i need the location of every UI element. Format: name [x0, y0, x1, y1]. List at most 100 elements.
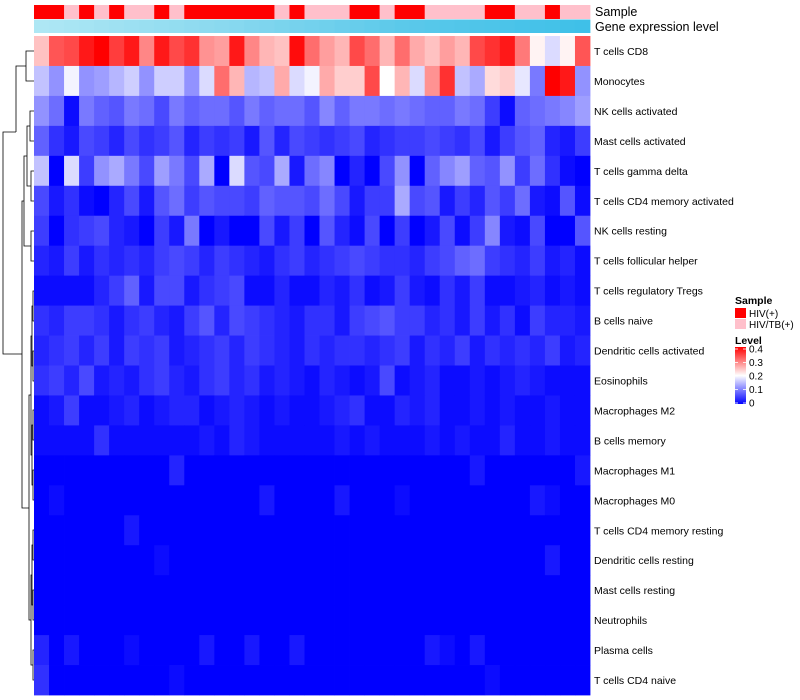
- level-tick-label: 0.1: [749, 385, 763, 396]
- heatmap-cell: [139, 305, 155, 336]
- heatmap-cell: [574, 36, 591, 67]
- heatmap-cell: [154, 155, 170, 187]
- heatmap-cell: [304, 515, 320, 546]
- heatmap-cell: [529, 665, 546, 696]
- heatmap-cell: [169, 36, 185, 67]
- heatmap-cell: [499, 65, 516, 97]
- heatmap-cell: [199, 155, 215, 187]
- heatmap-cell: [214, 635, 230, 666]
- heatmap-cell: [289, 455, 305, 486]
- gene-annotation-cell: [334, 19, 350, 33]
- heatmap-cell: [424, 95, 441, 127]
- heatmap-cell: [364, 485, 381, 516]
- heatmap-cell: [484, 185, 501, 217]
- gene-annotation-cell: [514, 19, 531, 33]
- heatmap-cell: [409, 365, 426, 396]
- heatmap-cell: [559, 125, 576, 157]
- heatmap-cell: [184, 575, 200, 606]
- heatmap-cell: [484, 515, 501, 546]
- heatmap-cell: [544, 485, 561, 516]
- heatmap-cell: [349, 245, 365, 277]
- heatmap-cell: [229, 665, 245, 696]
- heatmap-cell: [544, 335, 561, 366]
- heatmap-cell: [424, 365, 441, 396]
- heatmap-cell: [409, 545, 426, 576]
- heatmap-cell: [439, 425, 456, 456]
- heatmap-cell: [559, 545, 576, 576]
- heatmap-cell: [154, 275, 170, 306]
- heatmap-cell: [289, 545, 305, 576]
- heatmap-cell: [319, 185, 335, 217]
- heatmap-cell: [349, 335, 365, 366]
- heatmap-cell: [34, 275, 50, 306]
- heatmap-cell: [34, 245, 50, 277]
- heatmap-cell: [289, 275, 305, 306]
- heatmap-cell: [439, 605, 456, 636]
- gene-annotation-cell: [529, 19, 546, 33]
- heatmap-cell: [484, 36, 501, 67]
- gene-annotation-cell: [319, 19, 335, 33]
- heatmap-cell: [499, 365, 516, 396]
- heatmap-cell: [199, 245, 215, 277]
- heatmap-cell: [424, 455, 441, 486]
- heatmap-cell: [229, 65, 245, 97]
- sample-cell: [424, 5, 441, 19]
- heatmap-cell: [559, 65, 576, 97]
- heatmap-cell: [109, 455, 125, 486]
- heatmap-cell: [244, 275, 260, 306]
- heatmap-cell: [64, 155, 80, 187]
- heatmap-cell: [559, 455, 576, 486]
- heatmap-cell: [424, 395, 441, 426]
- heatmap-cell: [559, 365, 576, 396]
- heatmap-cell: [574, 485, 591, 516]
- heatmap-cell: [319, 485, 335, 516]
- heatmap-cell: [529, 635, 546, 666]
- heatmap-cell: [529, 335, 546, 366]
- sample-cell: [274, 5, 290, 19]
- sample-cell: [124, 5, 140, 19]
- sample-cell: [364, 5, 381, 19]
- heatmap-cell: [199, 395, 215, 426]
- heatmap-cell: [169, 485, 185, 516]
- heatmap-cell: [274, 545, 290, 576]
- heatmap-cell: [439, 455, 456, 486]
- heatmap-cell: [109, 36, 125, 67]
- heatmap-cell: [49, 455, 65, 486]
- heatmap-cell: [364, 95, 381, 127]
- heatmap-cell: [154, 605, 170, 636]
- heatmap-cell: [484, 665, 501, 696]
- gene-annotation-cell: [484, 19, 501, 33]
- heatmap-cell: [169, 95, 185, 127]
- heatmap-cell: [394, 155, 411, 187]
- heatmap-cell: [319, 335, 335, 366]
- heatmap-cell: [574, 425, 591, 456]
- heatmap-cell: [409, 245, 426, 277]
- heatmap-cell: [154, 425, 170, 456]
- heatmap-cell: [379, 395, 396, 426]
- heatmap-cell: [559, 275, 576, 306]
- heatmap-cell: [469, 425, 486, 456]
- heatmap-cell: [469, 665, 486, 696]
- heatmap-cell: [304, 65, 320, 97]
- heatmap-cell: [184, 275, 200, 306]
- sample-cell: [334, 5, 350, 19]
- heatmap-cell: [304, 665, 320, 696]
- row-label: Macrophages M2: [594, 405, 675, 417]
- heatmap-cell: [139, 575, 155, 606]
- heatmap-cell: [394, 215, 411, 247]
- heatmap-cell: [259, 65, 275, 97]
- heatmap-cell: [379, 485, 396, 516]
- heatmap-cell: [394, 635, 411, 666]
- heatmap-cell: [124, 245, 140, 277]
- heatmap-cell: [79, 305, 95, 336]
- heatmap-cell: [469, 185, 486, 217]
- heatmap-cell: [544, 365, 561, 396]
- heatmap-cell: [559, 95, 576, 127]
- sample-cell: [454, 5, 471, 19]
- gene-annotation-cell: [124, 19, 140, 33]
- heatmap-cell: [199, 545, 215, 576]
- heatmap-cell: [574, 455, 591, 486]
- heatmap-cell: [574, 665, 591, 696]
- heatmap-cell: [424, 305, 441, 336]
- heatmap-cell: [499, 395, 516, 426]
